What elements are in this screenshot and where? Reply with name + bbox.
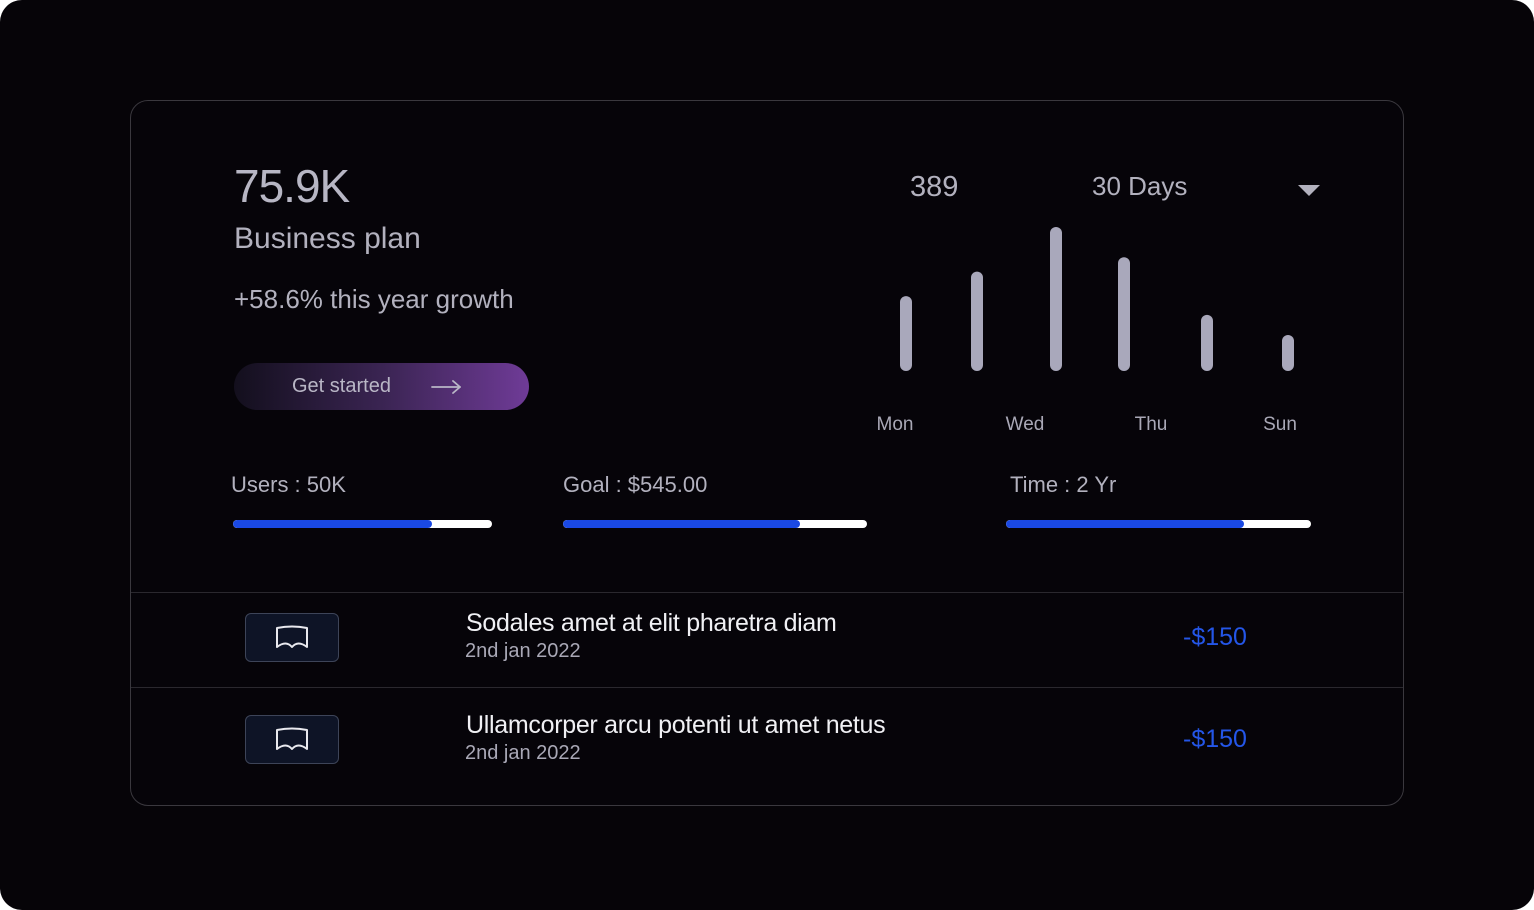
divider	[131, 687, 1403, 688]
transaction-date: 2nd jan 2022	[465, 742, 581, 764]
chart-bar	[900, 296, 912, 371]
book-icon	[276, 727, 308, 750]
chevron-down-icon[interactable]	[1297, 184, 1321, 198]
arrow-right-icon	[431, 379, 461, 394]
transaction-row[interactable]: Sodales amet at elit pharetra diam 2nd j…	[131, 593, 1403, 687]
goal-stat-label: Goal : $545.00	[563, 472, 708, 497]
total-value: 75.9K	[234, 160, 350, 212]
book-icon	[276, 625, 308, 648]
transaction-title: Ullamcorper arcu potenti ut amet netus	[466, 711, 886, 739]
time-progress-fill	[1006, 520, 1244, 528]
transaction-title: Sodales amet at elit pharetra diam	[466, 609, 837, 637]
chart-bar	[1050, 227, 1062, 371]
transaction-icon-box	[245, 613, 339, 662]
chart-x-tick-label: Thu	[1135, 414, 1168, 435]
time-stat-label: Time : 2 Yr	[1010, 472, 1117, 497]
chart-bar	[1118, 257, 1130, 371]
get-started-label: Get started	[292, 375, 391, 397]
dashboard-card: 75.9K Business plan +58.6% this year gro…	[130, 100, 1404, 806]
chart-count: 389	[910, 171, 959, 203]
chart-bar	[971, 271, 983, 371]
growth-text: +58.6% this year growth	[234, 284, 514, 314]
goal-progress-bar	[563, 520, 867, 528]
divider	[131, 592, 1403, 593]
plan-title: Business plan	[234, 222, 421, 255]
transaction-icon-box	[245, 715, 339, 764]
chart-x-tick-label: Mon	[877, 414, 914, 435]
users-progress-fill	[233, 520, 433, 528]
users-progress-bar	[233, 520, 492, 528]
users-stat-label: Users : 50K	[231, 472, 346, 497]
chart-x-tick-label: Wed	[1006, 414, 1045, 435]
chart-x-tick-label: Sun	[1263, 414, 1297, 435]
transaction-row[interactable]: Ullamcorper arcu potenti ut amet netus 2…	[131, 688, 1403, 805]
period-dropdown[interactable]: 30 Days	[1092, 171, 1188, 201]
time-progress-bar	[1006, 520, 1311, 528]
weekly-bar-chart: Mon Wed Thu Sun	[877, 227, 1297, 435]
chart-bar	[1201, 314, 1213, 371]
chart-bar	[1282, 335, 1294, 371]
get-started-button[interactable]: Get started	[234, 363, 529, 410]
goal-progress-fill	[563, 520, 801, 528]
transaction-amount: -$150	[1183, 623, 1247, 651]
transaction-amount: -$150	[1183, 725, 1247, 753]
transaction-date: 2nd jan 2022	[465, 640, 581, 662]
